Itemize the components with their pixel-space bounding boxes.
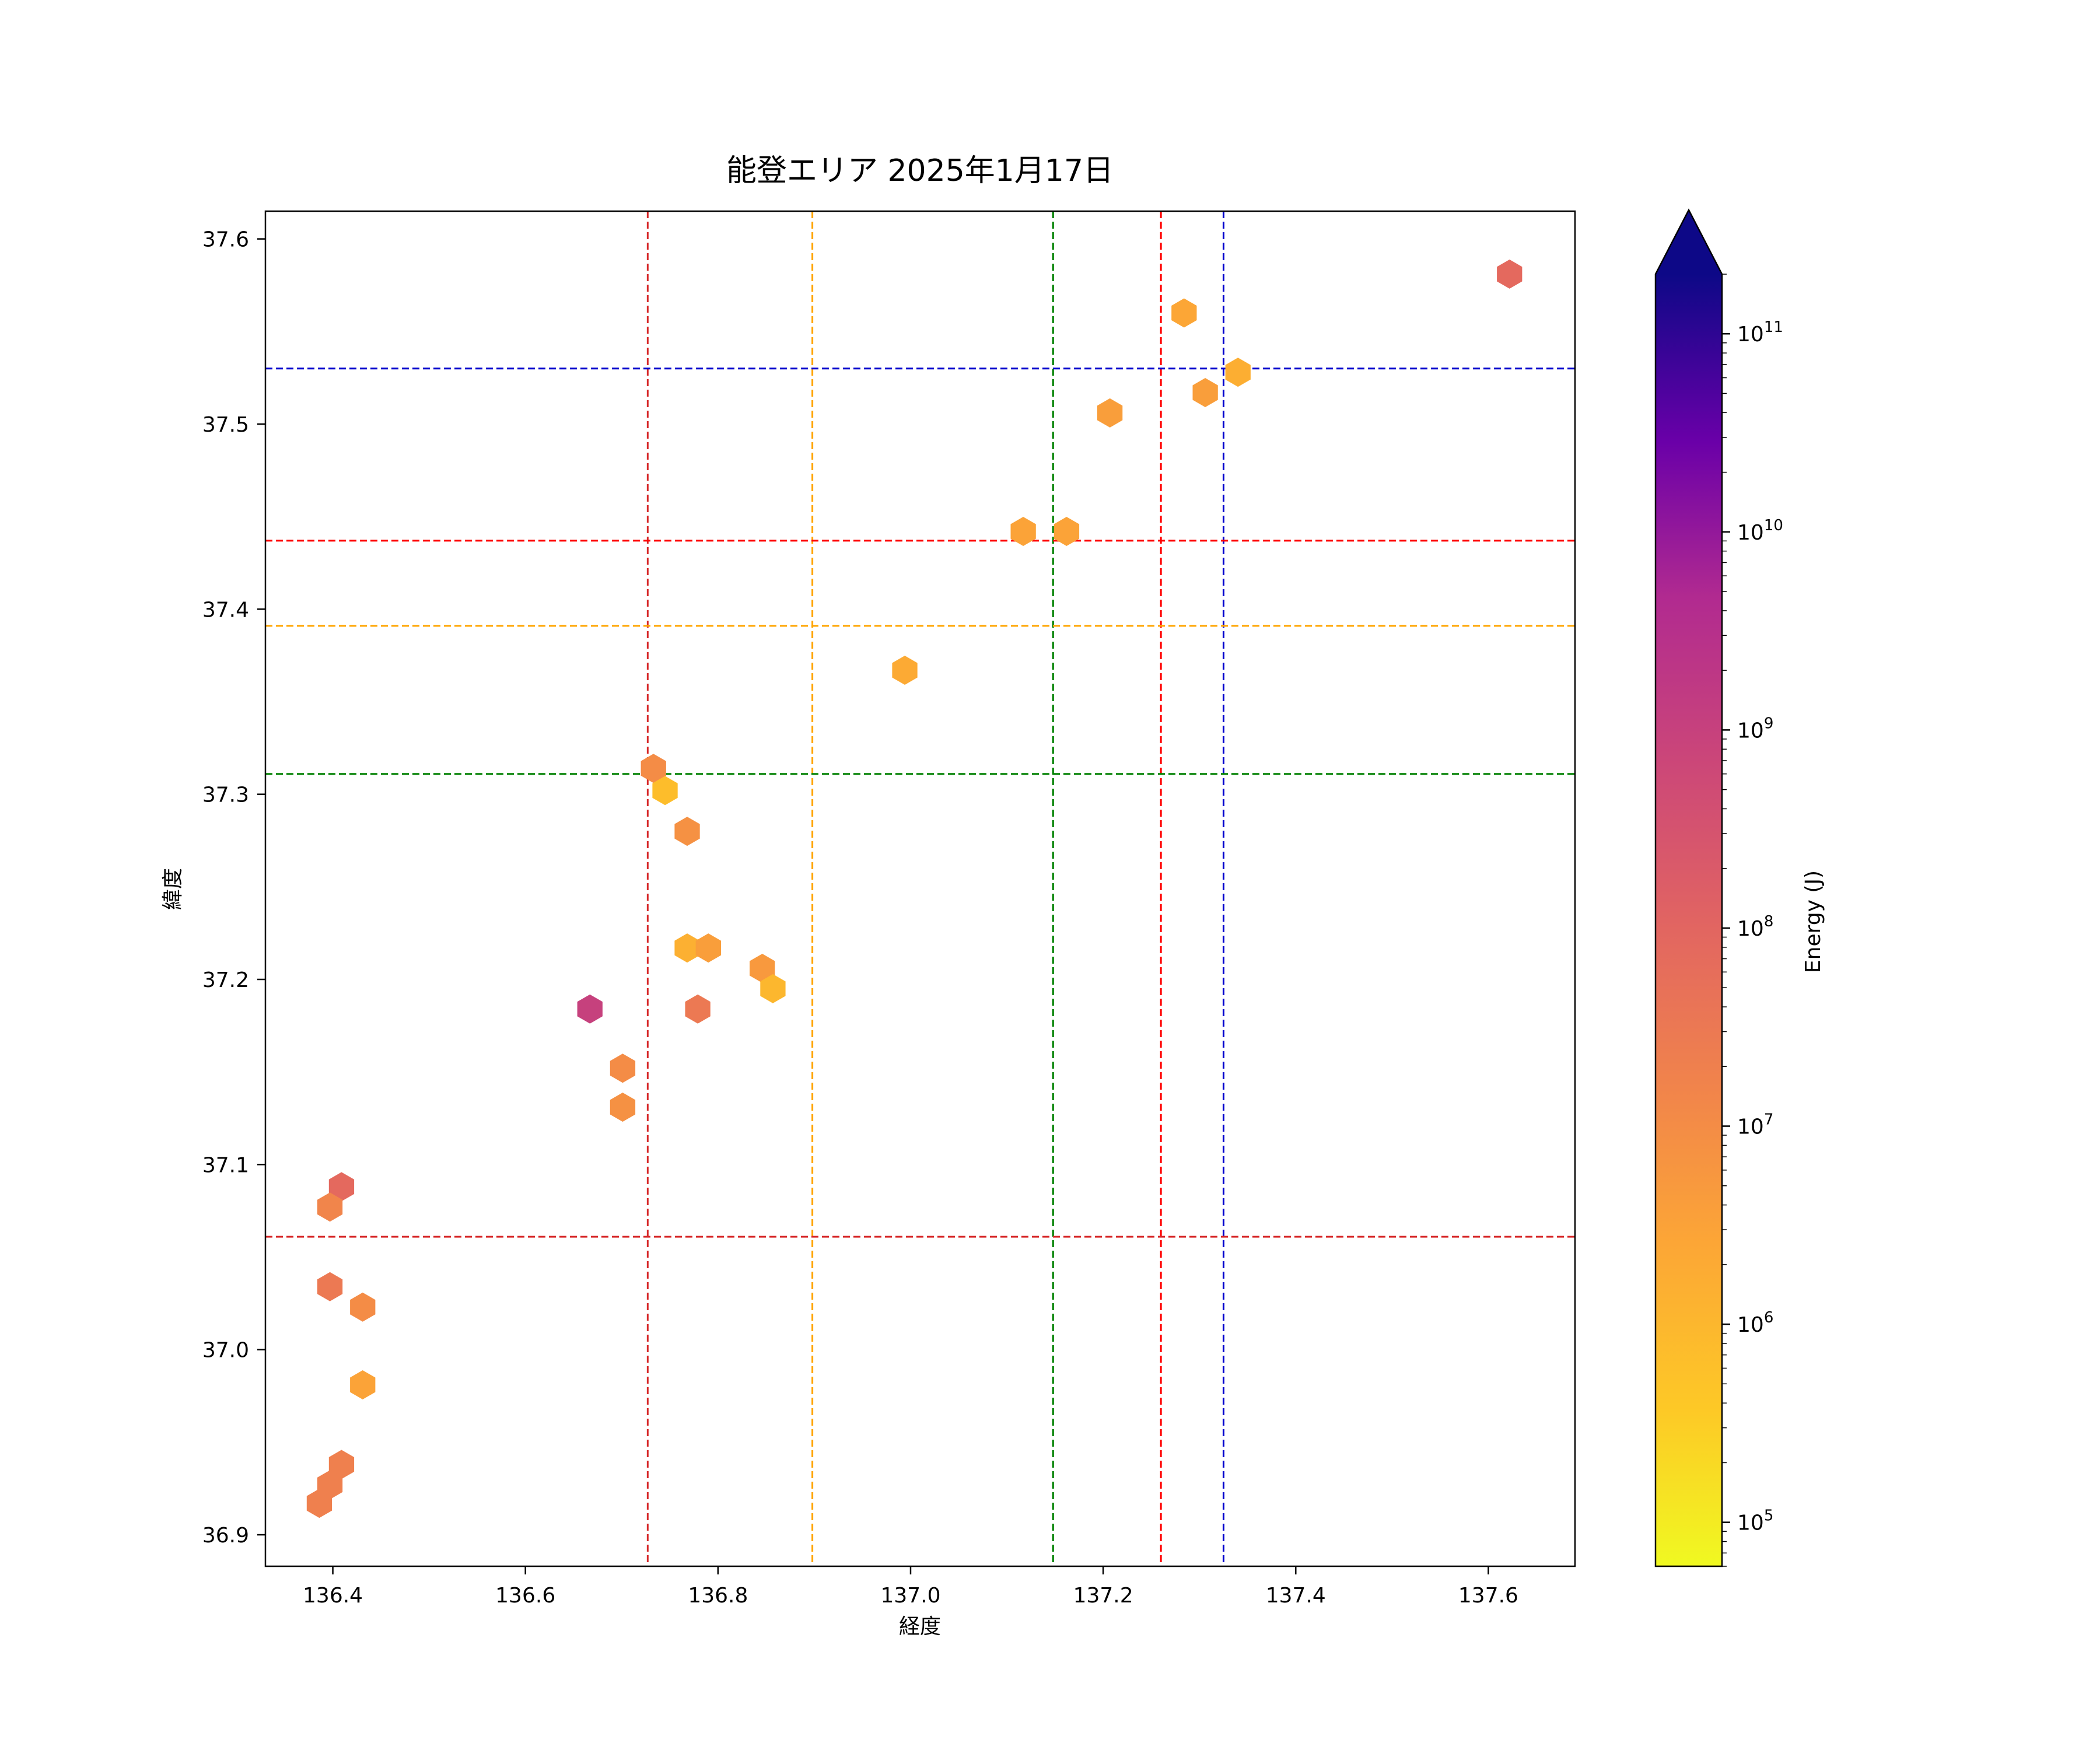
hexbin-cell-17 (610, 1054, 636, 1083)
colorbar-tick-label: 108 (1737, 913, 1773, 941)
x-axis-label: 経度 (899, 1615, 941, 1639)
hexbin-cell-14 (760, 974, 786, 1003)
colorbar-gradient (1656, 274, 1722, 1566)
x-tick-label: 136.4 (303, 1584, 363, 1608)
hexbin-cell-1 (1171, 298, 1197, 328)
y-tick-label: 37.3 (202, 783, 249, 807)
hexbin-cell-24 (328, 1450, 355, 1479)
colorbar-tick-label: 106 (1737, 1309, 1773, 1337)
hexbin-cell-23 (350, 1370, 376, 1399)
chart-title: 能登エリア 2025年1月17日 (726, 153, 1114, 188)
y-tick-label: 37.1 (202, 1153, 249, 1177)
y-tick-label: 37.0 (202, 1339, 249, 1363)
hexbin-cell-2 (1225, 358, 1251, 387)
hexbin-cell-9 (652, 776, 678, 806)
hexbin-cell-6 (1054, 517, 1080, 546)
hexbin-cell-15 (577, 994, 603, 1024)
y-tick-label: 37.2 (202, 968, 249, 992)
hexbin-cell-20 (317, 1192, 343, 1222)
y-tick-label: 37.4 (202, 598, 249, 622)
x-tick-label: 136.8 (688, 1584, 748, 1608)
hexbin-cell-18 (610, 1093, 636, 1122)
x-tick-label: 137.6 (1458, 1584, 1518, 1608)
x-tick-label: 137.4 (1266, 1584, 1326, 1608)
hexbin-cell-16 (685, 994, 710, 1024)
y-tick-label: 36.9 (202, 1524, 249, 1548)
hexbin-cell-26 (306, 1489, 332, 1518)
colorbar-tick-label: 109 (1737, 715, 1773, 743)
colorbar-tick-label: 107 (1737, 1111, 1773, 1139)
colorbar-extend-arrow (1656, 210, 1722, 274)
colorbar-label: Energy (J) (1801, 870, 1825, 973)
hexbin-cell-4 (1097, 398, 1123, 428)
y-tick-label: 37.5 (202, 413, 249, 437)
hexbin-cell-13 (750, 954, 775, 983)
x-tick-label: 137.2 (1073, 1584, 1133, 1608)
colorbar-outline (1654, 208, 1723, 1567)
x-tick-label: 136.6 (495, 1584, 555, 1608)
hexbin-cell-7 (892, 656, 918, 685)
y-axis-label: 緯度 (161, 868, 185, 910)
hexbin-cell-5 (1010, 517, 1036, 546)
hexbin-cell-12 (695, 933, 721, 963)
hexbin-cell-10 (674, 817, 700, 846)
hexbin-cell-22 (350, 1292, 376, 1322)
colorbar-tick-label: 105 (1737, 1507, 1773, 1535)
colorbar-tick-label: 1011 (1737, 318, 1783, 346)
hexbin-cell-11 (674, 933, 700, 963)
hexbin-cell-3 (1192, 378, 1218, 407)
x-tick-label: 137.0 (880, 1584, 940, 1608)
plot-area: 136.4 136.6 136.8 137.0 137.2 137.4 137.6 36.9… (202, 210, 1576, 1608)
hexbin-cell-8 (640, 754, 666, 783)
colorbar-tick-label: 1010 (1737, 517, 1783, 545)
plot-frame (264, 210, 1576, 1567)
hexbin-cell-0 (1497, 259, 1522, 289)
hexbin-cell-21 (317, 1272, 343, 1301)
colorbar: 105 106 107 108 109 1010 1011 Energy (J) (1654, 208, 1825, 1567)
hexbin-cell-19 (328, 1172, 355, 1202)
y-tick-label: 37.6 (202, 228, 249, 252)
